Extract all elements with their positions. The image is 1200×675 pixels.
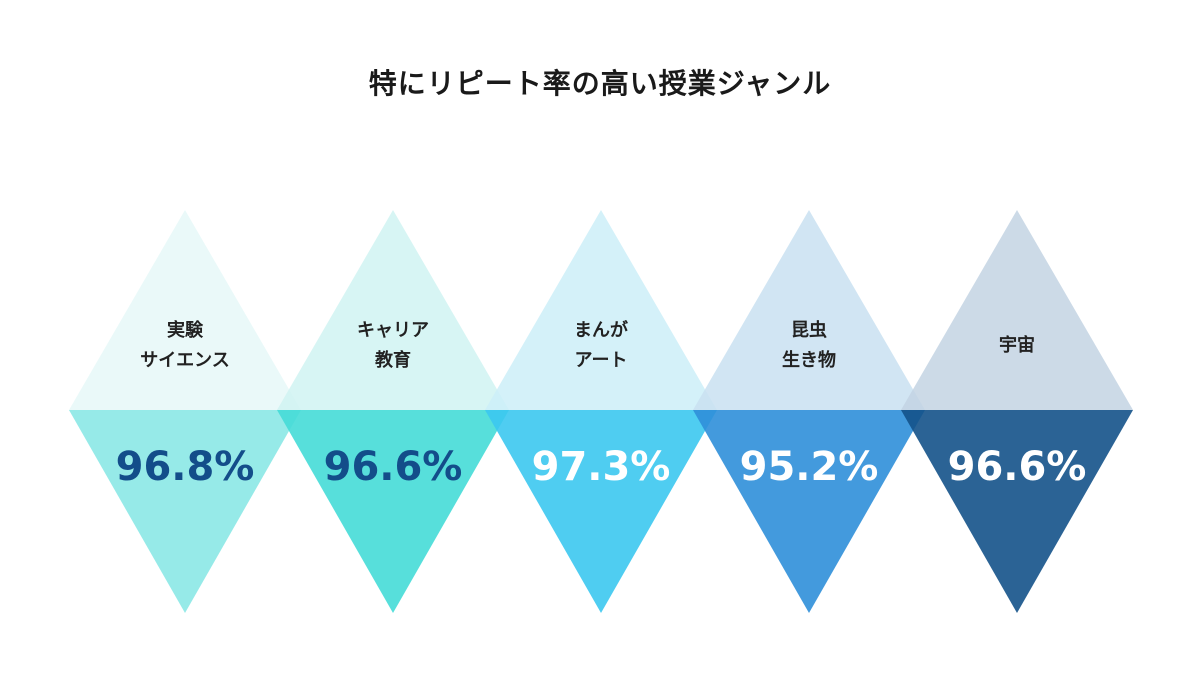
data-label: 96.8%	[116, 444, 255, 490]
value-bar	[277, 410, 509, 613]
diamond-upper-triangle	[693, 210, 925, 410]
diamond-upper-triangle	[69, 210, 301, 410]
category-label: キャリア	[357, 320, 429, 341]
category-label: 生き物	[782, 349, 836, 371]
diamond-upper-triangle	[901, 210, 1133, 410]
data-label: 95.2%	[740, 444, 879, 490]
data-label: 96.6%	[948, 444, 1087, 490]
value-bar	[485, 410, 717, 613]
value-bar	[693, 410, 925, 613]
category-label: サイエンス	[140, 350, 229, 371]
chart-title: 特にリピート率の高い授業ジャンル	[368, 67, 832, 100]
category-label: 実験	[167, 319, 204, 341]
category-label: アート	[575, 350, 628, 371]
category-label: 宇宙	[999, 334, 1035, 356]
category-label: 教育	[375, 349, 411, 371]
data-label: 96.6%	[324, 444, 463, 490]
diamond-upper-triangle	[277, 210, 509, 410]
category-label: 昆虫	[791, 319, 827, 341]
data-label: 97.3%	[532, 444, 671, 490]
diamond-upper-triangle	[485, 210, 717, 410]
value-bar	[901, 410, 1133, 613]
genre-diamond: 宇宙 96.6%	[901, 210, 1133, 613]
category-label: まんが	[574, 319, 628, 341]
value-bar	[69, 410, 301, 613]
